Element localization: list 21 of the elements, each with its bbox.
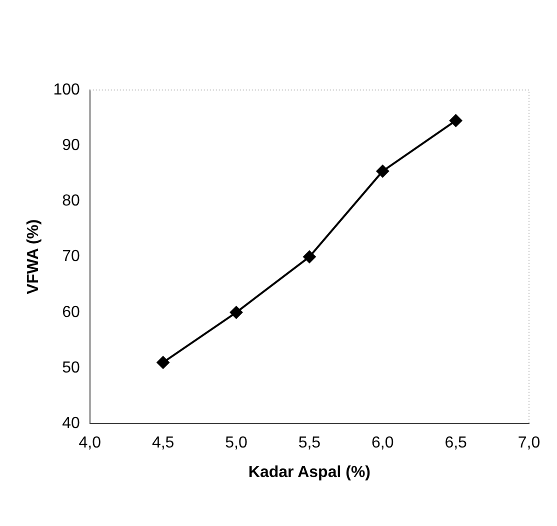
y-tick-label: 60 — [62, 304, 80, 321]
x-tick-label: 4,0 — [78, 434, 102, 452]
y-tick-label: 40 — [62, 415, 80, 432]
x-axis-title: Kadar Aspal (%) — [248, 464, 370, 481]
point — [449, 114, 462, 128]
x-tick-label: 5,0 — [225, 434, 248, 452]
y-tick-label: 90 — [62, 137, 80, 154]
point — [230, 306, 243, 319]
y-axis-title: VFWA (%) — [25, 219, 42, 294]
x-tick-label: 7,0 — [518, 434, 540, 452]
y-tick-label: 70 — [62, 248, 80, 266]
point — [302, 250, 316, 264]
y-tick-label: 100 — [53, 81, 80, 98]
y-tick-label: 80 — [62, 192, 80, 210]
x-tick-label: 5,5 — [298, 434, 321, 452]
x-tick-label: 6,0 — [372, 434, 394, 452]
x-tick-label: 6,5 — [444, 434, 468, 452]
point — [156, 356, 170, 369]
y-tick-label: 50 — [62, 359, 80, 376]
x-tick-label: 4,5 — [152, 434, 174, 452]
point — [376, 164, 390, 178]
